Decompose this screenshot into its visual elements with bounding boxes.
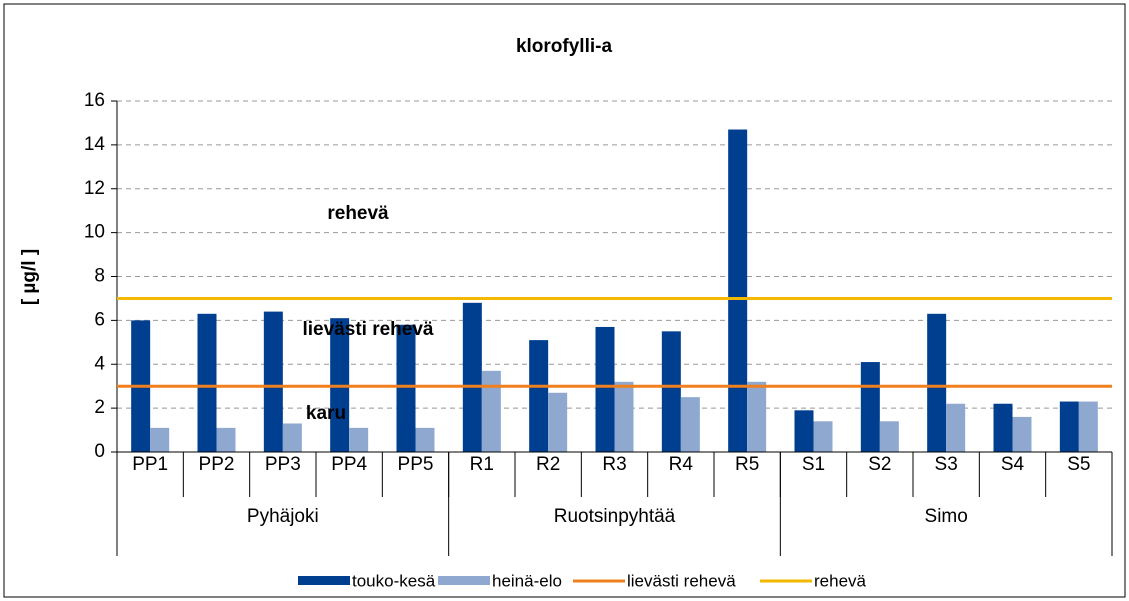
bar xyxy=(661,331,681,452)
y-axis-label: [ µg/l ] xyxy=(19,249,40,305)
legend-swatch xyxy=(298,576,350,585)
group-label: Simo xyxy=(925,506,968,527)
bar xyxy=(728,129,748,453)
bar xyxy=(396,324,416,452)
bar xyxy=(282,423,302,452)
bar xyxy=(860,362,880,452)
y-tick-label: 8 xyxy=(94,266,105,287)
bar xyxy=(481,370,501,452)
x-tick-label: S1 xyxy=(802,454,825,475)
x-tick-label: R4 xyxy=(669,454,694,475)
x-tick-label: PP2 xyxy=(199,454,235,475)
bar xyxy=(216,427,236,452)
bar xyxy=(993,403,1013,452)
x-tick-label: PP4 xyxy=(331,454,367,475)
bar xyxy=(927,313,947,452)
bar xyxy=(794,410,814,452)
annotation: karu xyxy=(306,403,346,424)
legend-swatch xyxy=(438,576,490,585)
x-tick-label: R1 xyxy=(470,454,494,475)
bar xyxy=(1059,401,1079,452)
chart-title: klorofylli-a xyxy=(516,36,613,57)
x-tick-label: PP5 xyxy=(398,454,434,475)
x-tick-label: S4 xyxy=(1001,454,1025,475)
chart-border xyxy=(3,3,1126,598)
bar xyxy=(614,381,634,452)
bar xyxy=(548,392,568,452)
legend-label: heinä-elo xyxy=(492,571,562,590)
bar xyxy=(680,397,700,452)
y-tick-label: 12 xyxy=(84,178,105,199)
x-tick-label: PP3 xyxy=(265,454,301,475)
legend-label: lievästi rehevä xyxy=(627,571,736,590)
y-tick-label: 14 xyxy=(84,134,106,155)
y-tick-label: 10 xyxy=(84,222,105,243)
bar xyxy=(150,427,170,452)
legend-label: rehevä xyxy=(814,571,867,590)
group-label: Ruotsinpyhtää xyxy=(554,506,676,527)
x-tick-label: R2 xyxy=(536,454,560,475)
x-tick-label: R3 xyxy=(602,454,626,475)
y-tick-label: 0 xyxy=(94,441,105,462)
bar xyxy=(197,313,217,452)
x-tick-label: R5 xyxy=(735,454,759,475)
bar xyxy=(415,427,435,452)
bar xyxy=(747,381,767,452)
y-tick-label: 6 xyxy=(94,309,105,330)
y-tick-label: 4 xyxy=(94,353,105,374)
bar xyxy=(462,302,482,452)
group-label: Pyhäjoki xyxy=(247,506,319,527)
bar xyxy=(263,311,283,452)
annotation: lievästi rehevä xyxy=(303,319,434,340)
y-tick-label: 16 xyxy=(84,90,105,111)
bar xyxy=(813,421,833,452)
bar xyxy=(529,340,549,452)
bar xyxy=(1078,401,1098,452)
bar xyxy=(595,326,615,452)
y-tick-label: 2 xyxy=(94,397,105,418)
x-tick-label: S5 xyxy=(1067,454,1090,475)
bar xyxy=(879,421,899,452)
annotation: rehevä xyxy=(327,203,389,224)
x-tick-label: S3 xyxy=(935,454,958,475)
bar xyxy=(946,403,966,452)
bar xyxy=(1012,416,1032,452)
bar xyxy=(349,427,369,452)
x-tick-label: PP1 xyxy=(132,454,168,475)
legend-label: touko-kesä xyxy=(352,571,436,590)
x-tick-label: S2 xyxy=(868,454,891,475)
